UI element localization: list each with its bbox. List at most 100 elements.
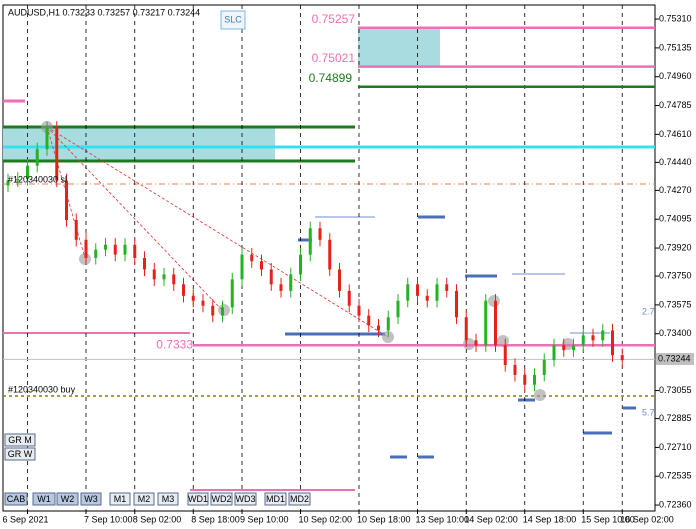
candle-body: [494, 300, 497, 346]
last-price-box: [656, 353, 694, 365]
button-bg: [187, 492, 209, 506]
y-tick-label: 0.73750: [659, 270, 692, 280]
candle-body: [260, 261, 263, 270]
button-label: WD2: [212, 494, 232, 504]
candle-body: [464, 317, 468, 341]
candle-body: [133, 244, 137, 258]
x-tick-label: 14 Sep 18:00: [523, 514, 577, 524]
button[interactable]: CAB: [4, 492, 28, 506]
candle-body: [240, 254, 244, 280]
x-tick-label: 14 Sep 02:00: [464, 514, 518, 524]
candle-body: [435, 284, 439, 301]
button[interactable]: M1: [109, 492, 131, 506]
button-label: M1: [114, 494, 127, 504]
level-label: 0.74899: [309, 71, 353, 85]
button[interactable]: WD2: [210, 492, 233, 506]
button-label: GR M: [8, 435, 32, 445]
y-tick-label: 0.72885: [659, 413, 692, 423]
note-label: 5.7: [642, 407, 655, 417]
candle-body: [143, 257, 146, 270]
candle-body: [620, 355, 624, 361]
y-tick-label: 0.74610: [659, 129, 692, 139]
button[interactable]: WD1: [187, 492, 209, 506]
candle-body: [445, 284, 449, 291]
candle-body: [338, 269, 341, 291]
y-tick-label: 0.74440: [659, 157, 692, 167]
candle-body: [386, 317, 390, 331]
x-tick-label: 8 Sep 02:00: [133, 514, 182, 524]
y-tick-label: 0.73575: [659, 299, 692, 309]
candle-body: [26, 165, 29, 179]
candle-body: [162, 274, 166, 280]
button-bg: [56, 492, 79, 506]
order-label: #120340030 buy: [8, 384, 76, 394]
button-label: M2: [138, 494, 151, 504]
y-tick-label: 0.73055: [659, 385, 692, 395]
button-bg: [157, 492, 179, 506]
candle-body: [221, 307, 224, 316]
button-label: W2: [61, 494, 75, 504]
candle-body: [211, 305, 215, 316]
button-bg: [133, 492, 155, 506]
candle-body: [230, 279, 234, 308]
button-bg: [80, 492, 102, 506]
candle-body: [94, 249, 98, 258]
button[interactable]: MD2: [288, 492, 311, 506]
candle-body: [299, 254, 302, 275]
button-bg: [4, 433, 36, 447]
x-tick-label: 6 Sep 2021: [2, 514, 48, 524]
zone-box: [3, 127, 275, 161]
button[interactable]: WD3: [234, 492, 257, 506]
y-tick-label: 0.72710: [659, 442, 692, 452]
candle-body: [172, 274, 176, 285]
candle-body: [191, 295, 195, 301]
button-label: CAB: [7, 494, 26, 504]
y-tick-label: 0.74270: [659, 185, 692, 195]
y-tick-label: 0.74960: [659, 71, 692, 81]
chart-title: AUDUSD,H1 0.73233 0.73257 0.73217 0.7324…: [8, 7, 200, 17]
candle-body: [474, 340, 478, 346]
candle-body: [308, 228, 312, 255]
button-label: WD3: [236, 494, 256, 504]
zone-box: [358, 28, 440, 66]
trend-lines: [46, 126, 389, 338]
button-label: W1: [37, 494, 51, 504]
button-label: MD1: [266, 494, 285, 504]
slc-label: SLC: [224, 14, 242, 24]
button[interactable]: W2: [56, 492, 79, 506]
y-tick-label: 0.74095: [659, 214, 692, 224]
level-label: 0.75257: [312, 12, 356, 26]
candle-body: [201, 300, 205, 306]
x-tick-label: 10 Sep 02:00: [299, 514, 353, 524]
candle-body: [484, 300, 488, 346]
y-tick-label: 0.75135: [659, 42, 692, 52]
button-bg: [4, 447, 36, 461]
candle-body: [250, 254, 254, 262]
note-label: 2.7: [642, 306, 655, 316]
candle-body: [367, 315, 371, 326]
y-tick-label: 0.72360: [659, 499, 692, 509]
candle-body: [455, 290, 458, 318]
candle-body: [152, 269, 156, 280]
candle-body: [572, 345, 575, 351]
button[interactable]: W1: [32, 492, 56, 506]
candle-body: [328, 239, 332, 270]
candle-body: [289, 274, 293, 291]
candle-body: [6, 180, 10, 186]
slc-button[interactable]: [220, 10, 246, 30]
button[interactable]: GR W: [4, 447, 36, 461]
button-label: WD1: [188, 494, 208, 504]
button[interactable]: M2: [133, 492, 155, 506]
button[interactable]: MD1: [264, 492, 287, 506]
x-tick-label: 13 Sep 10:00: [416, 514, 470, 524]
button[interactable]: GR M: [4, 433, 36, 447]
button-bg: [264, 492, 287, 506]
level-label: 0.75021: [312, 51, 356, 65]
candle-body: [45, 127, 49, 150]
button[interactable]: W3: [80, 492, 102, 506]
x-tick-label: 8 Sep 18:00: [191, 514, 240, 524]
button-bg: [32, 492, 56, 506]
button[interactable]: M3: [157, 492, 179, 506]
candle-body: [74, 220, 78, 240]
